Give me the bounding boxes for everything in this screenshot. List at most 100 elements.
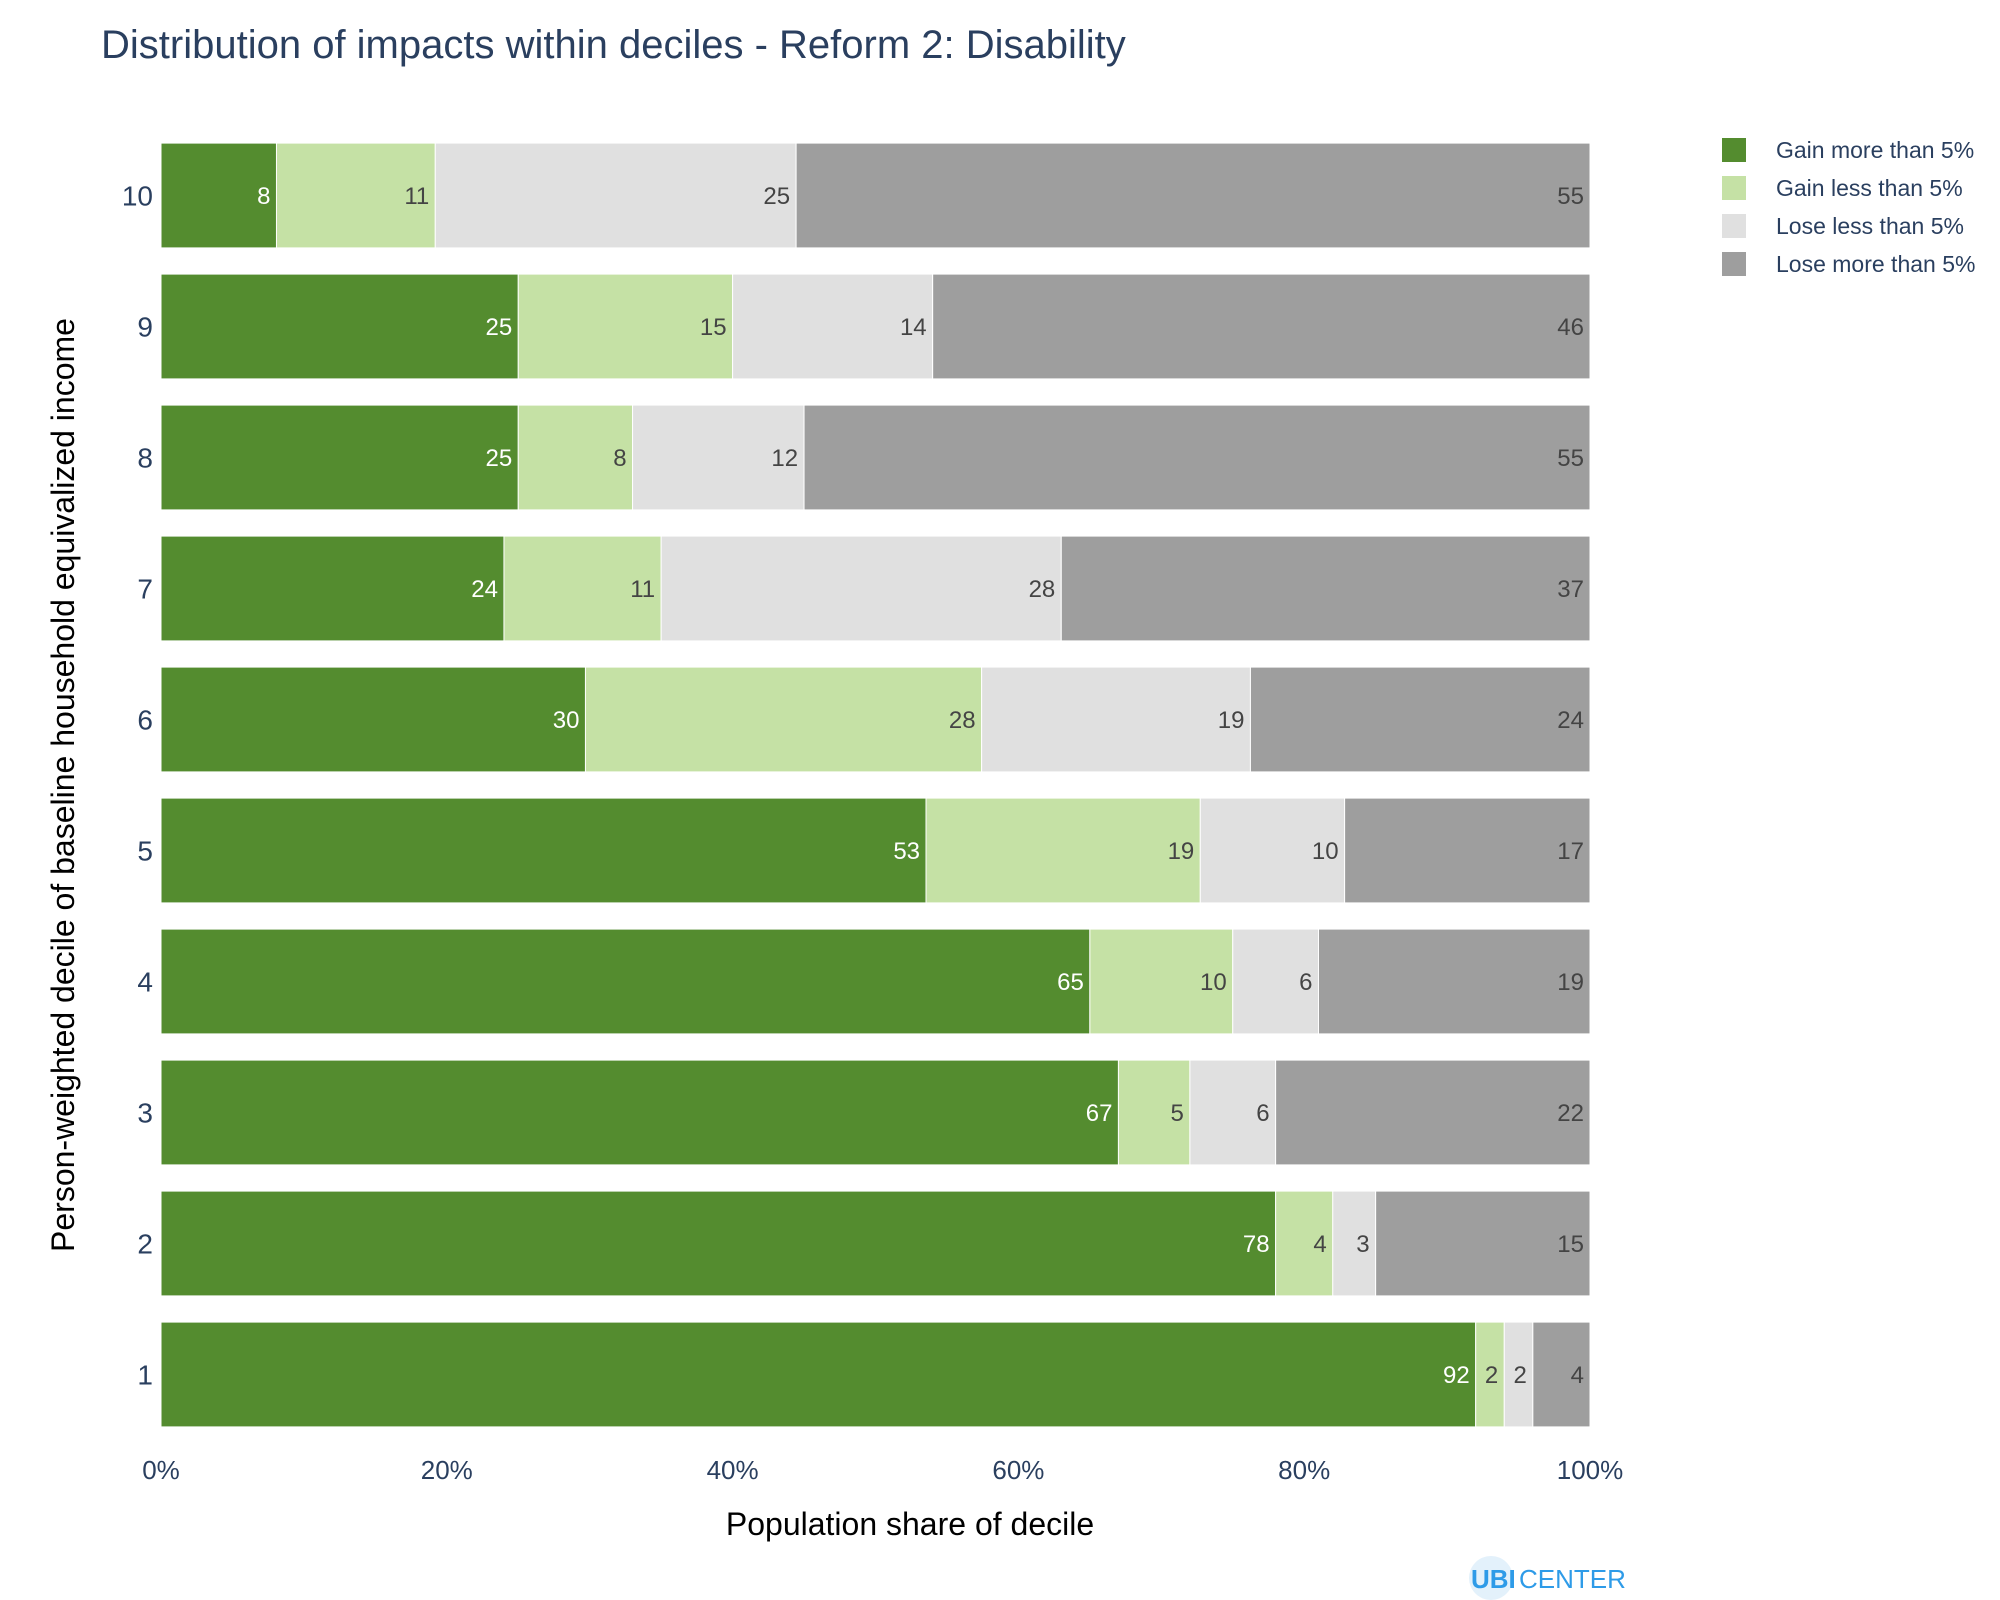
y-tick-label-10: 10 — [122, 181, 153, 212]
legend-swatch-1 — [1722, 138, 1746, 162]
bar-label-decile-5-series-3: 10 — [1312, 838, 1339, 865]
bar-segment-decile-2-series-1 — [160, 1190, 1277, 1297]
bar-label-decile-9-series-4: 46 — [1557, 314, 1584, 341]
logo-text-bold: UBI — [1471, 1564, 1516, 1594]
bar-segment-decile-4-series-1 — [160, 928, 1091, 1035]
chart-title: Distribution of impacts within deciles -… — [101, 23, 1126, 67]
bar-label-decile-8-series-1: 25 — [486, 445, 513, 472]
bar-segment-decile-4-series-4 — [1317, 928, 1591, 1035]
bar-segment-decile-6-series-1 — [160, 666, 586, 773]
bar-segment-decile-6-series-2 — [584, 666, 983, 773]
x-tick-label-4: 80% — [1278, 1455, 1330, 1485]
x-axis-title: Population share of decile — [726, 1506, 1094, 1542]
bar-label-decile-8-series-3: 12 — [771, 445, 798, 472]
y-tick-label-1: 1 — [137, 1360, 153, 1391]
bar-label-decile-7-series-3: 28 — [1029, 576, 1056, 603]
bar-label-decile-10-series-4: 55 — [1557, 183, 1584, 210]
legend-label-1: Gain more than 5% — [1776, 137, 1974, 163]
bar-label-decile-8-series-2: 8 — [613, 445, 626, 472]
bar-segment-decile-7-series-3 — [660, 535, 1062, 642]
bar-segment-decile-5-series-1 — [160, 797, 927, 904]
y-tick-label-6: 6 — [137, 705, 153, 736]
bar-label-decile-1-series-3: 2 — [1513, 1362, 1526, 1389]
y-tick-labels: 1 2 3 4 5 6 7 8 9 10 — [122, 181, 153, 1391]
bar-label-decile-6-series-3: 19 — [1218, 707, 1245, 734]
bar-label-decile-6-series-4: 24 — [1557, 707, 1584, 734]
bar-label-decile-9-series-3: 14 — [900, 314, 927, 341]
bar-segment-decile-6-series-3 — [981, 666, 1251, 773]
x-tick-label-2: 40% — [707, 1455, 759, 1485]
bar-segment-decile-7-series-4 — [1060, 535, 1591, 642]
bar-label-decile-3-series-1: 67 — [1086, 1100, 1113, 1127]
bar-segment-decile-7-series-1 — [160, 535, 505, 642]
legend-swatch-4 — [1722, 252, 1746, 276]
bar-segment-decile-3-series-4 — [1275, 1059, 1591, 1166]
bar-label-decile-6-series-1: 30 — [553, 707, 580, 734]
bar-label-decile-7-series-1: 24 — [471, 576, 498, 603]
bar-label-decile-5-series-1: 53 — [893, 838, 920, 865]
x-tick-labels: 0% 20% 40% 60% 80% 100% — [142, 1455, 1623, 1485]
bar-label-decile-3-series-2: 5 — [1171, 1100, 1184, 1127]
legend-swatch-2 — [1722, 176, 1746, 200]
bar-label-decile-1-series-1: 92 — [1443, 1362, 1470, 1389]
bar-label-decile-2-series-2: 4 — [1313, 1231, 1326, 1258]
bar-segment-decile-3-series-3 — [1189, 1059, 1277, 1166]
bar-segment-decile-5-series-2 — [925, 797, 1201, 904]
bar-segment-decile-1-series-1 — [160, 1321, 1477, 1428]
bar-label-decile-4-series-4: 19 — [1557, 969, 1584, 996]
bar-label-decile-8-series-4: 55 — [1557, 445, 1584, 472]
bar-label-decile-2-series-1: 78 — [1243, 1231, 1270, 1258]
bar-label-decile-4-series-1: 65 — [1057, 969, 1084, 996]
bar-segment-decile-9-series-3 — [732, 273, 934, 380]
x-tick-label-5: 100% — [1557, 1455, 1624, 1485]
bar-segment-decile-3-series-2 — [1117, 1059, 1191, 1166]
bar-segment-decile-7-series-2 — [503, 535, 662, 642]
y-tick-label-7: 7 — [137, 574, 153, 605]
bar-segment-decile-8-series-4 — [803, 404, 1591, 511]
bar-label-decile-4-series-3: 6 — [1299, 969, 1312, 996]
bar-segment-decile-6-series-4 — [1249, 666, 1591, 773]
y-tick-label-8: 8 — [137, 443, 153, 474]
bar-label-decile-1-series-2: 2 — [1485, 1362, 1498, 1389]
bar-segment-decile-10-series-3 — [434, 142, 797, 249]
logo-text-light: CENTER — [1519, 1564, 1626, 1594]
x-tick-label-3: 60% — [992, 1455, 1044, 1485]
bar-segment-decile-5-series-4 — [1344, 797, 1591, 904]
bar-segment-decile-9-series-4 — [932, 273, 1591, 380]
bar-label-decile-6-series-2: 28 — [949, 707, 976, 734]
bar-label-decile-10-series-3: 25 — [763, 183, 790, 210]
bar-segment-decile-1-series-4 — [1532, 1321, 1591, 1428]
bar-segment-decile-10-series-1 — [160, 142, 277, 249]
bar-segment-decile-2-series-4 — [1375, 1190, 1591, 1297]
legend-label-4: Lose more than 5% — [1776, 251, 1975, 277]
bar-segment-decile-2-series-3 — [1332, 1190, 1377, 1297]
bar-label-decile-10-series-1: 8 — [257, 183, 270, 210]
legend: Gain more than 5% Gain less than 5% Lose l… — [1722, 137, 1975, 277]
bar-segment-decile-8-series-2 — [517, 404, 634, 511]
legend-label-2: Gain less than 5% — [1776, 175, 1963, 201]
y-tick-label-2: 2 — [137, 1229, 153, 1260]
bar-label-decile-7-series-4: 37 — [1557, 576, 1584, 603]
bar-segment-decile-4-series-2 — [1089, 928, 1234, 1035]
bar-segment-decile-3-series-1 — [160, 1059, 1119, 1166]
bar-segment-decile-10-series-4 — [795, 142, 1591, 249]
bar-label-decile-10-series-2: 11 — [404, 183, 429, 210]
bar-label-decile-4-series-2: 10 — [1200, 969, 1227, 996]
bar-label-decile-5-series-4: 17 — [1557, 838, 1584, 865]
bar-label-decile-7-series-2: 11 — [630, 576, 655, 603]
bar-label-decile-5-series-2: 19 — [1168, 838, 1195, 865]
y-axis-title: Person-weighted decile of baseline house… — [45, 318, 81, 1252]
y-tick-label-4: 4 — [137, 967, 153, 998]
bar-label-decile-2-series-4: 15 — [1557, 1231, 1584, 1258]
bar-segment-decile-9-series-1 — [160, 273, 519, 380]
x-tick-label-0: 0% — [142, 1455, 180, 1485]
y-tick-label-3: 3 — [137, 1098, 153, 1129]
bars-layer — [160, 142, 1591, 1428]
y-tick-label-5: 5 — [137, 836, 153, 867]
bar-label-decile-3-series-3: 6 — [1256, 1100, 1269, 1127]
legend-label-3: Lose less than 5% — [1776, 213, 1964, 239]
ubi-center-logo: UBI CENTER — [1469, 1556, 1626, 1600]
